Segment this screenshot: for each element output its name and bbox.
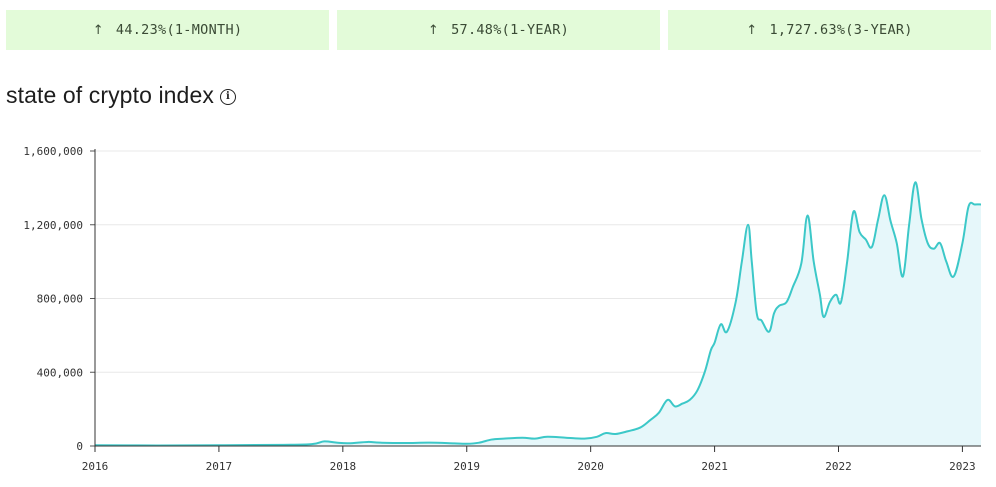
stat-1-year: ↑ 57.48%(1-YEAR) — [337, 10, 660, 50]
stat-1-month: ↑ 44.23%(1-MONTH) — [6, 10, 329, 50]
x-tick-label: 2022 — [825, 460, 852, 473]
series-area — [95, 182, 981, 446]
y-tick-label: 1,600,000 — [23, 145, 83, 158]
x-tick-label: 2016 — [82, 460, 109, 473]
index-chart: 0 400,000 800,000 1,200,000 1,600,000 2016 201… — [23, 145, 982, 473]
x-tick-label: 2018 — [330, 460, 357, 473]
x-tick-label: 2017 — [206, 460, 233, 473]
arrow-up-icon: ↑ — [92, 22, 104, 38]
chart-header: state of crypto index i — [6, 82, 236, 109]
arrow-up-icon: ↑ — [427, 22, 440, 38]
y-tick-label: 1,200,000 — [23, 219, 83, 232]
y-tick-label: 800,000 — [37, 293, 83, 306]
stat-1-month-value: 44.23%(1-MONTH) — [115, 22, 243, 38]
x-tick-label: 2019 — [453, 460, 480, 473]
info-icon[interactable]: i — [219, 89, 236, 105]
arrow-up-icon: ↑ — [746, 22, 758, 38]
stat-3-year: ↑ 1,727.63%(3-YEAR) — [668, 10, 991, 50]
y-tick-label: 400,000 — [37, 366, 83, 379]
x-tick-label: 2023 — [949, 460, 976, 473]
stat-3-year-value: 1,727.63%(3-YEAR) — [769, 22, 913, 38]
stats-bar: ↑ 44.23%(1-MONTH) ↑ 57.48%(1-YEAR) ↑ 1,7… — [6, 10, 991, 50]
x-tick-label: 2020 — [577, 460, 604, 473]
chart-title: state of crypto index — [6, 82, 214, 108]
y-tick-label: 0 — [76, 440, 83, 453]
series-line — [94, 181, 982, 447]
x-tick-label: 2021 — [701, 460, 728, 473]
stat-1-year-value: 57.48%(1-YEAR) — [451, 22, 570, 38]
